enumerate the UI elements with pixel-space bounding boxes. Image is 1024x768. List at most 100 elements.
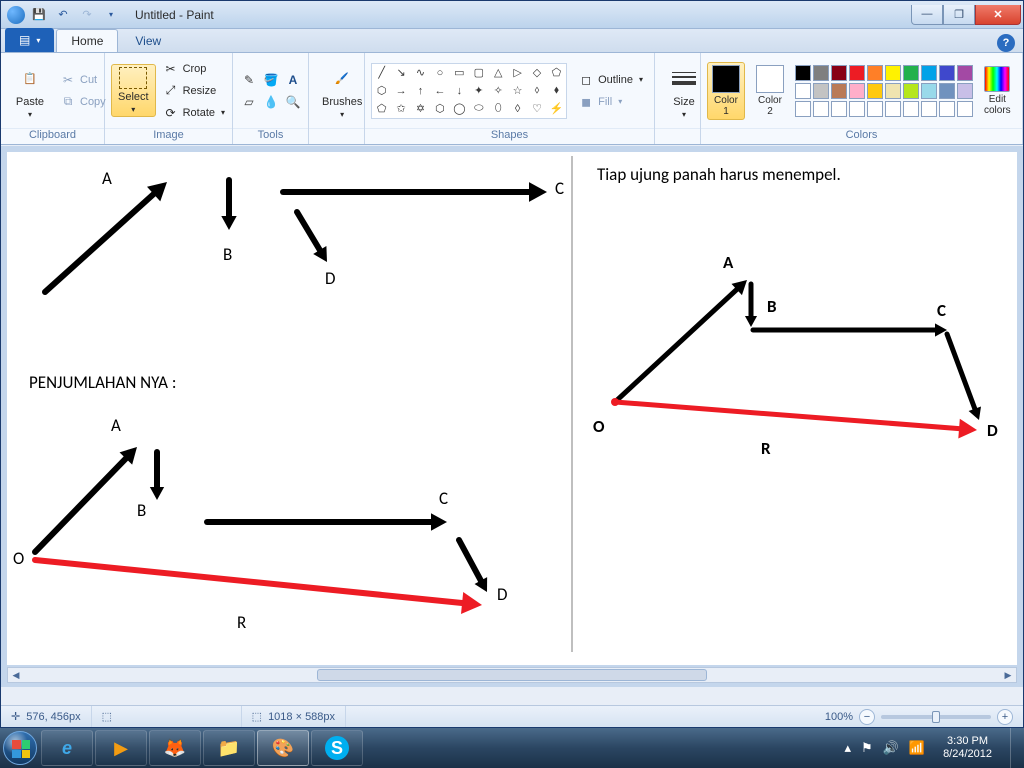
- shape-outline-button[interactable]: ◻Outline▾: [573, 70, 648, 90]
- scroll-right-button[interactable]: ▶: [1000, 668, 1016, 682]
- qat-save-button[interactable]: 💾: [29, 5, 49, 25]
- ie-icon: e: [62, 738, 72, 759]
- palette-color[interactable]: [831, 83, 847, 99]
- tray-flag-icon[interactable]: ⚑: [861, 740, 873, 756]
- fill-tool[interactable]: 🪣: [261, 70, 281, 90]
- file-tab[interactable]: ▤▾: [5, 28, 54, 52]
- color2-button[interactable]: Color 2: [751, 62, 789, 120]
- color1-button[interactable]: Color 1: [707, 62, 745, 120]
- zoom-slider[interactable]: [881, 715, 991, 719]
- horizontal-scrollbar[interactable]: ◀ ▶: [7, 667, 1017, 683]
- text-tool[interactable]: A: [283, 70, 303, 90]
- palette-color[interactable]: [795, 101, 811, 117]
- palette-color[interactable]: [921, 83, 937, 99]
- label-A-top: A: [102, 168, 112, 189]
- qat-undo-button[interactable]: ↶: [53, 5, 73, 25]
- tray-network-icon[interactable]: 📶: [909, 740, 925, 756]
- label-O-right: O: [593, 416, 605, 437]
- taskbar-paint[interactable]: 🎨: [257, 730, 309, 766]
- palette-color[interactable]: [957, 65, 973, 81]
- rotate-icon: ⟳: [163, 105, 179, 121]
- clipboard-group-label: Clipboard: [1, 128, 104, 144]
- palette-color[interactable]: [903, 83, 919, 99]
- palette-color[interactable]: [903, 65, 919, 81]
- qat-customize-button[interactable]: ▾: [101, 5, 121, 25]
- zoom-out-button[interactable]: −: [859, 709, 875, 725]
- close-button[interactable]: ✕: [975, 5, 1021, 25]
- palette-color[interactable]: [849, 65, 865, 81]
- taskbar-ie[interactable]: e: [41, 730, 93, 766]
- tray-volume-icon[interactable]: 🔊: [883, 740, 899, 756]
- resize-button[interactable]: ⤢Resize: [158, 81, 230, 101]
- scroll-left-button[interactable]: ◀: [8, 668, 24, 682]
- palette-color[interactable]: [813, 83, 829, 99]
- magnifier-tool[interactable]: 🔍: [283, 92, 303, 112]
- taskbar-wmp[interactable]: ▶: [95, 730, 147, 766]
- taskbar-firefox[interactable]: 🦊: [149, 730, 201, 766]
- taskbar-explorer[interactable]: 📁: [203, 730, 255, 766]
- palette-color[interactable]: [885, 83, 901, 99]
- tab-view[interactable]: View: [120, 29, 176, 52]
- edit-colors-button[interactable]: Edit colors: [979, 63, 1016, 119]
- palette-color[interactable]: [885, 65, 901, 81]
- firefox-icon: 🦊: [164, 738, 186, 759]
- tray-expand-button[interactable]: ▴: [845, 740, 852, 756]
- select-button[interactable]: Select ▾: [111, 64, 156, 117]
- label-penjumlahan: PENJUMLAHAN NYA :: [29, 372, 176, 393]
- palette-color[interactable]: [795, 83, 811, 99]
- group-size: Size ▾: [655, 53, 701, 144]
- palette-color[interactable]: [867, 65, 883, 81]
- status-bar: ✛576, 456px ⬚ ⬚1018 × 588px 100% − +: [1, 705, 1023, 727]
- copy-button[interactable]: ⧉Copy: [55, 92, 111, 112]
- palette-color[interactable]: [921, 65, 937, 81]
- zoom-in-button[interactable]: +: [997, 709, 1013, 725]
- color-palette: [795, 65, 973, 117]
- minimize-button[interactable]: —: [911, 5, 943, 25]
- palette-color[interactable]: [813, 65, 829, 81]
- palette-color[interactable]: [795, 65, 811, 81]
- taskbar-skype[interactable]: S: [311, 730, 363, 766]
- shapes-gallery[interactable]: ╱↘∿○▭▢△▷◇⬠ ⬡→↑←↓✦✧☆⬨⬧ ⬠✩✡⬡◯⬭⬯◊♡⚡: [371, 63, 567, 119]
- status-canvas-size: ⬚1018 × 588px: [242, 706, 346, 727]
- scroll-track[interactable]: [24, 668, 1000, 682]
- picker-tool[interactable]: 💧: [261, 92, 281, 112]
- palette-color[interactable]: [939, 65, 955, 81]
- fill-icon: ◼: [578, 94, 594, 110]
- palette-color[interactable]: [957, 83, 973, 99]
- crop-button[interactable]: ✂Crop: [158, 59, 230, 79]
- palette-color[interactable]: [957, 101, 973, 117]
- titlebar: 💾 ↶ ↷ ▾ Untitled - Paint — ❐ ✕: [1, 1, 1023, 29]
- paste-button[interactable]: 📋 Paste ▾: [7, 59, 53, 122]
- zoom-control: 100% − +: [815, 709, 1023, 725]
- palette-color[interactable]: [921, 101, 937, 117]
- cut-button[interactable]: ✂Cut: [55, 70, 111, 90]
- palette-color[interactable]: [867, 83, 883, 99]
- maximize-button[interactable]: ❐: [943, 5, 975, 25]
- palette-color[interactable]: [813, 101, 829, 117]
- brushes-button[interactable]: 🖌️ Brushes ▾: [315, 59, 369, 122]
- pencil-tool[interactable]: ✎: [239, 70, 259, 90]
- palette-color[interactable]: [939, 101, 955, 117]
- show-desktop-button[interactable]: [1010, 728, 1020, 768]
- palette-color[interactable]: [885, 101, 901, 117]
- palette-color[interactable]: [831, 101, 847, 117]
- shape-fill-button[interactable]: ◼Fill▾: [573, 92, 648, 112]
- status-cursor-pos: ✛576, 456px: [1, 706, 92, 727]
- start-button[interactable]: [0, 728, 40, 768]
- canvas[interactable]: A B C D PENJUMLAHAN NYA : O A B C D R Ti…: [7, 152, 1017, 665]
- tray-clock[interactable]: 3:30 PM 8/24/2012: [935, 735, 1000, 761]
- label-R-right: R: [761, 438, 771, 459]
- eraser-tool[interactable]: ▱: [239, 92, 259, 112]
- palette-color[interactable]: [903, 101, 919, 117]
- palette-color[interactable]: [849, 101, 865, 117]
- tab-home[interactable]: Home: [56, 29, 118, 52]
- help-button[interactable]: ?: [997, 34, 1015, 52]
- palette-color[interactable]: [849, 83, 865, 99]
- rotate-button[interactable]: ⟳Rotate▾: [158, 103, 230, 123]
- palette-color[interactable]: [867, 101, 883, 117]
- palette-color[interactable]: [939, 83, 955, 99]
- qat-redo-button[interactable]: ↷: [77, 5, 97, 25]
- scroll-thumb[interactable]: [317, 669, 707, 681]
- zoom-knob[interactable]: [932, 711, 940, 723]
- palette-color[interactable]: [831, 65, 847, 81]
